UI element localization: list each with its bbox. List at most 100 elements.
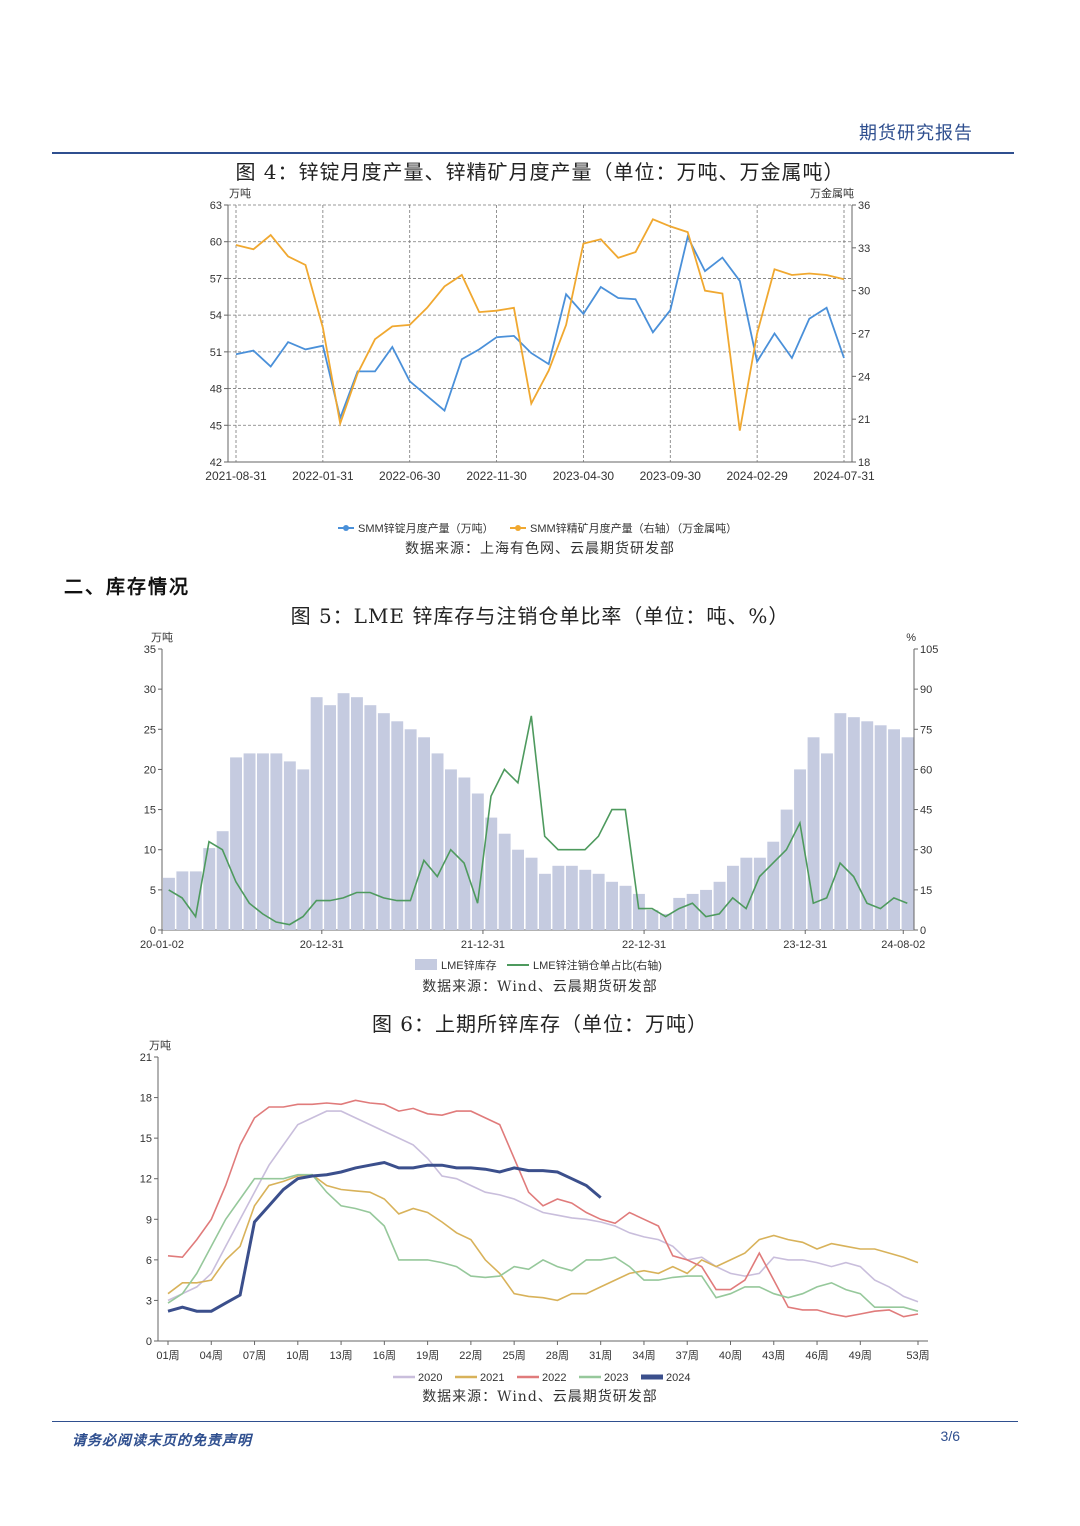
fig5-inventory-bar [700,889,712,930]
fig4-ytick-label: 48 [210,384,222,396]
fig5-inventory-bar [324,705,336,930]
fig4-left-unit: 万吨 [229,187,251,200]
fig5-inventory-bar [847,717,860,930]
fig5-inventory-bar [163,877,175,930]
fig6-xtick-label: 04周 [200,1349,223,1362]
fig5-inventory-bar [633,893,645,930]
fig6-legend-label-2: 2022 [542,1372,566,1384]
fig4-xtick-label: 2023-09-30 [640,469,702,483]
fig6-chart: 21 18 15 12 9 6 3 0 万吨 01周 04周 07周 10周 13周 16周 19周 22周 25… [140,1039,930,1384]
fig6-xtick-label: 22周 [459,1349,482,1362]
fig4-y2tick-label: 18 [858,457,870,469]
fig6-xtick-label: 34周 [632,1349,655,1362]
fig4-y2tick-label: 27 [858,329,870,341]
fig4-ytick-label: 63 [210,200,222,212]
fig5-inventory-bar [498,833,511,930]
fig6-ytick-label: 9 [146,1214,152,1226]
fig5-inventory-bar [377,713,390,930]
fig6-xtick-label: 16周 [373,1349,396,1362]
page-number: 3/6 [940,1428,960,1444]
fig5-left-unit: 万吨 [151,631,173,644]
fig5-y2tick-label: 30 [920,845,932,857]
fig5-inventory-bar [807,737,820,930]
fig4-ytick-label: 51 [210,347,222,359]
fig5-xtick-label: 20-01-02 [140,939,184,951]
fig5-legend-label-0: LME锌库存 [441,958,497,972]
fig4-series-line-1 [235,218,845,431]
fig5-xtick-label: 24-08-02 [881,939,925,951]
fig6-ytick-label: 0 [146,1336,152,1348]
fig5-inventory-bar [901,737,914,930]
fig4-xtick-label: 2023-04-30 [553,469,615,483]
fig6-ytick-label: 15 [140,1133,152,1145]
fig5-y2tick-label: 15 [920,885,932,897]
fig6-series-line-2 [167,1099,919,1318]
fig4-ytick-label: 42 [210,457,222,469]
fig5-inventory-bar [283,761,296,930]
fig6-source: 数据来源：Wind、云晨期货研发部 [422,1389,658,1405]
fig6-xtick-label: 40周 [719,1349,742,1362]
fig5-y2tick-label: 90 [920,684,932,696]
fig5-inventory-bar [673,897,686,930]
fig5-inventory-bar [579,869,592,930]
fig5-xtick-label: 21-12-31 [461,939,505,951]
fig5-inventory-bar [525,857,538,930]
fig5-xtick-label: 20-12-31 [300,939,344,951]
footer-rule [52,1421,1018,1422]
fig5-xtick-label: 23-12-31 [783,939,827,951]
fig5-inventory-bar [189,871,202,930]
fig5-inventory-bar [659,913,672,930]
section-title: 二、库存情况 [64,576,191,598]
fig4-legend-label-1: SMM锌精矿月度产量（右轴）（万金属吨） [530,521,737,535]
fig4-legend-marker-0 [343,525,349,531]
fig6-left-unit: 万吨 [149,1039,171,1052]
fig5-inventory-bar [310,697,323,930]
fig5-ytick-label: 0 [150,925,156,937]
fig5-inventory-bar [364,705,377,930]
fig6-ytick-label: 21 [140,1052,152,1064]
fig5-inventory-bar [512,849,524,930]
fig4-ytick-label: 57 [210,273,222,285]
fig5-chart: 353025201510501059075604530150%万吨20-01-0… [140,631,938,972]
fig5-source: 数据来源：Wind、云晨期货研发部 [422,979,658,995]
fig6-title: 图 6：上期所锌库存（单位：万吨） [371,1012,709,1036]
fig6-xtick-label: 49周 [849,1349,872,1362]
fig5-inventory-bar [552,865,565,930]
fig4-xtick-label: 2024-02-29 [726,469,788,483]
fig6-legend-label-3: 2023 [604,1372,628,1384]
fig5-inventory-bar [216,831,229,930]
fig5-title: 图 5：LME 锌库存与注销仓单比率（单位：吨、%） [290,604,790,628]
fig5-ytick-label: 15 [144,805,156,817]
fig5-inventory-bar [418,737,430,930]
fig5-inventory-bar [351,697,363,930]
fig6-ytick-label: 6 [146,1255,152,1267]
fig6-series-line-3 [167,1173,919,1312]
fig5-ytick-label: 30 [144,684,156,696]
fig4-legend-marker-1 [515,525,521,531]
fig6-legend-label-0: 2020 [418,1372,442,1384]
fig6-series-line-4 [167,1160,602,1313]
fig5-y2tick-label: 60 [920,764,932,776]
fig5-inventory-bar [471,793,484,930]
fig5-inventory-bar [794,769,806,930]
fig5-y2tick-label: 105 [920,644,938,656]
fig4-source: 数据来源：上海有色网、云晨期货研发部 [405,541,675,557]
fig5-inventory-bar [230,757,242,930]
fig5-inventory-bar [270,753,283,930]
fig5-legend-swatch-0 [415,959,437,970]
fig5-inventory-bar [592,873,605,930]
header-rule [52,152,1014,154]
fig5-ytick-label: 5 [150,885,156,897]
fig4-ytick-label: 60 [210,237,222,249]
fig6-xtick-label: 43周 [762,1349,785,1362]
fig5-inventory-bar [337,693,350,930]
fig6-xtick-label: 07周 [243,1349,266,1362]
fig6-xtick-label: 01周 [156,1349,179,1362]
fig4-series-line-0 [235,234,845,421]
fig5-inventory-bar [767,841,780,930]
fig5-inventory-bar [874,725,887,930]
fig5-inventory-bar [243,753,256,930]
fig6-xtick-label: 31周 [589,1349,612,1362]
fig5-inventory-bar [713,881,726,930]
fig6-xtick-label: 46周 [805,1349,828,1362]
